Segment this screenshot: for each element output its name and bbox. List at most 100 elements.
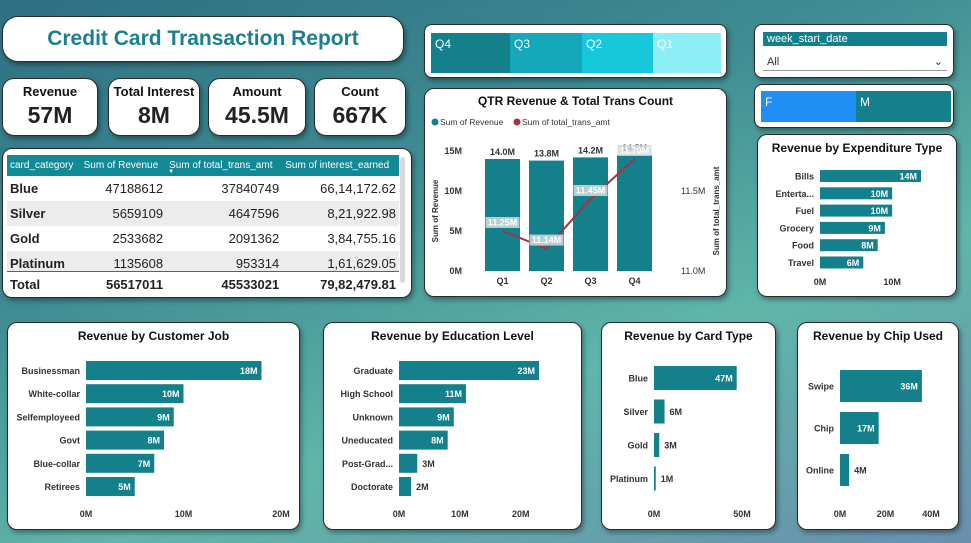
legend-label: Sum of Revenue [440,117,504,127]
table-total-row: Total 56517011 45533021 79,82,479.81 [7,271,399,297]
table-row[interactable]: Platinum 1135608 953314 1,61,629.05 [7,251,399,272]
x-tick-label: 50M [733,509,751,519]
data-label: 10M [162,389,180,399]
qtr-chart-card: QTR Revenue & Total Trans Count Sum of R… [424,88,727,297]
table-row[interactable]: Blue 47188612 37840749 66,14,172.62 [7,176,399,201]
cell-total-revenue: 56517011 [80,271,167,297]
sort-desc-icon: ▼ [168,169,175,175]
bar [86,477,135,496]
bar [840,370,922,402]
category-label: Uneducated [341,436,393,446]
bar [86,453,155,473]
data-label: 14.2M [578,145,603,155]
quarter-tile[interactable]: Q3 [510,33,582,73]
cell-interest: 66,14,172.62 [320,181,396,196]
data-label: 6M [847,258,860,268]
line-data-label: 11.45M [576,186,606,196]
week-slicer-header: week_start_date [763,32,947,46]
x-tick-label: 10M [883,277,901,287]
qtr-chart: Sum of Revenue Sum of total_trans_amt 0M 5M… [431,117,721,286]
bar [820,187,893,200]
line-data-label: 11.70M [620,146,650,156]
card-category-table: card_category Sum of Revenue Sum of tota… [7,155,399,297]
category-label: Gold [628,441,649,451]
x-tick-label: Q3 [584,276,596,286]
x-tick-label: 0M [393,509,406,519]
gender-tile[interactable]: M [856,91,951,122]
line-data-label: 11.25M [488,218,518,228]
category-label: Graduate [353,366,393,376]
cell-revenue: 2533682 [112,231,164,246]
data-label: 9M [437,412,450,422]
quarter-tile[interactable]: Q4 [431,33,510,73]
category-label: Swipe [808,382,834,392]
bar [820,221,885,234]
kpi-count-label: Count [341,84,379,99]
data-label: 36M [900,382,918,392]
col-header-interest[interactable]: Sum of interest_earned [282,155,399,176]
data-label: 9M [868,223,881,233]
line-label-bg [617,145,652,156]
kpi-revenue-value: 57M [27,102,73,128]
y-tick-label: 10M [444,186,462,196]
y2-tick-label: 11.5M [681,186,705,196]
category-label: Selfemployeed [16,412,80,422]
category-label: Businessman [21,366,80,376]
bar [86,407,174,427]
data-label: 17M [857,424,875,434]
quarter-tile[interactable]: Q2 [582,33,653,73]
data-label: 8M [147,436,160,446]
data-label: 10M [871,189,889,199]
bar [485,159,520,271]
x-tick-label: 10M [451,509,469,519]
x-tick-label: Q4 [628,276,640,286]
quarter-tile-label: Q3 [514,37,531,51]
table-row[interactable]: Silver 5659109 4647596 8,21,922.98 [7,201,399,226]
bar [820,170,921,182]
data-label: 4M [854,466,867,476]
col-header-revenue[interactable]: Sum of Revenue [80,155,167,176]
gender-slicer: F M [754,84,954,128]
x-tick-label: 10M [175,509,193,519]
x-tick-label: 20M [877,509,895,519]
cell-category: Silver [7,201,81,226]
table-row[interactable]: Gold 2533682 2091362 3,84,755.16 [7,226,399,251]
col-header-trans-amt[interactable]: Sum of total_trans_amt ▼ [166,155,283,176]
kpi-interest-label: Total Interest [113,84,195,99]
bar [617,155,652,271]
expenditure-chart-title: Revenue by Expenditure Type [771,141,943,155]
cell-revenue: 47188612 [105,181,164,196]
quarter-tile[interactable]: Q1 [653,33,721,73]
col-header-trans-amt-label: Sum of total_trans_amt [169,160,273,171]
education-chart-card: Revenue by Education Level Graduate 23M Hi… [323,322,582,530]
data-label: 13.8M [534,149,559,159]
category-label: Post-Grad... [342,459,393,469]
cardtype-chart-title: Revenue by Card Type [624,329,753,343]
data-label: 8M [861,241,874,251]
col-header-category[interactable]: card_category [7,155,81,176]
category-label: Unknown [353,412,394,422]
data-label: 10M [871,206,889,216]
chip-chart-title: Revenue by Chip Used [812,329,944,343]
data-label: 7M [138,459,151,469]
expenditure-chart-card: Revenue by Expenditure Type Bills 14M Ente… [757,134,957,297]
legend-label: Sum of total_trans_amt [522,117,611,127]
series-line [502,158,636,250]
gender-tile[interactable]: F [761,91,856,122]
quarter-tile-label: Q2 [586,37,603,51]
cardtype-chart-card: Revenue by Card Type Blue 47M Silver 6M Gold… [601,322,776,530]
bar [654,366,737,390]
bar [820,256,864,269]
category-label: Grocery [779,223,814,233]
education-chart: Graduate 23M High School 11M Unknown 9M Uneduc… [341,361,539,519]
category-label: Platinum [610,474,648,484]
line-label-bg [485,217,520,228]
x-tick-label: 40M [922,509,940,519]
kpi-count-card: Count 667K [314,78,406,136]
x-tick-label: 0M [834,509,847,519]
week-slicer-dropdown[interactable]: All ⌄ [763,53,947,71]
cell-revenue: 1135608 [80,251,167,272]
chip-chart: Swipe 36M Chip 17M Online 4M 0M 20M 40M [806,370,940,519]
cell-interest: 3,84,755.16 [327,231,396,246]
table-scrollbar[interactable] [400,157,405,283]
